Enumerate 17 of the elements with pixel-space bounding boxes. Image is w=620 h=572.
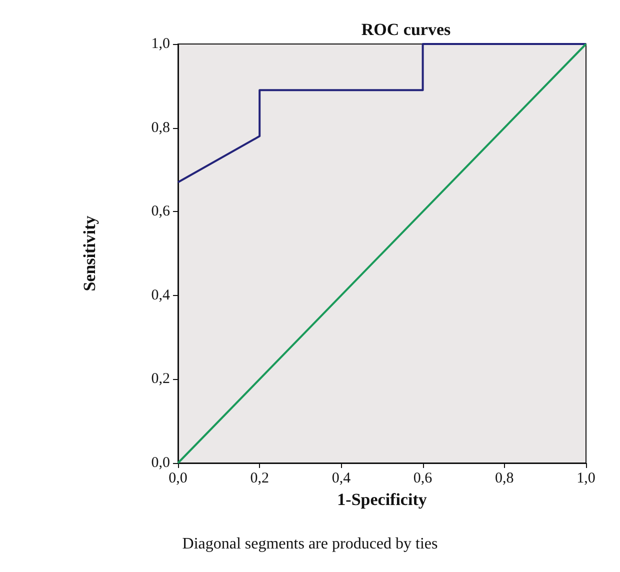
y-tick-label: 0,6 xyxy=(151,204,170,220)
x-tick-label: 0,2 xyxy=(250,470,269,486)
chart-title: ROC curves xyxy=(361,20,451,39)
line-series xyxy=(177,43,587,184)
x-tick-label: 1,0 xyxy=(576,470,596,486)
x-axis-title: 1-Specificity xyxy=(337,490,428,509)
y-tick-label: 0,2 xyxy=(151,371,170,388)
x-tick-label: 0,6 xyxy=(413,470,433,486)
x-tick-label: 0,0 xyxy=(168,470,188,486)
y-tick-label: 1,0 xyxy=(151,36,170,52)
x-tick-label: 0,8 xyxy=(495,470,514,486)
y-tick-label: 0,8 xyxy=(151,120,170,136)
y-tick-label: 0,4 xyxy=(151,287,170,304)
y-axis-title: Sensitivity xyxy=(80,215,99,292)
x-tick-label: 0,4 xyxy=(332,470,352,486)
y-tick-label: 0,0 xyxy=(151,455,170,471)
text: Diagonal segments are produced by ties xyxy=(182,536,438,552)
